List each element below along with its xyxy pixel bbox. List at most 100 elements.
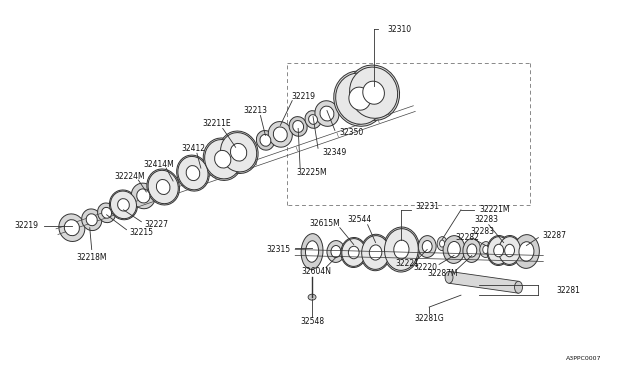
Ellipse shape [467,244,477,257]
Ellipse shape [394,240,409,259]
Text: 32412: 32412 [181,144,205,153]
Ellipse shape [301,234,323,269]
Text: 32221M: 32221M [479,205,510,214]
Text: 32315: 32315 [266,245,291,254]
Text: 32218M: 32218M [76,253,107,262]
Ellipse shape [137,189,150,203]
Ellipse shape [186,166,200,180]
Ellipse shape [147,169,179,205]
Text: 32548: 32548 [300,317,324,327]
Text: 32221: 32221 [396,259,419,268]
Ellipse shape [498,235,522,266]
Text: 32281G: 32281G [414,314,444,323]
Ellipse shape [369,245,382,260]
Ellipse shape [86,214,97,226]
Ellipse shape [273,127,287,142]
Ellipse shape [360,234,390,271]
Text: 32220: 32220 [413,263,437,272]
Ellipse shape [268,122,292,147]
Text: 32281: 32281 [556,286,580,295]
Text: 32283: 32283 [475,215,499,224]
Text: 32310: 32310 [387,25,412,34]
Text: 32287M: 32287M [428,269,458,278]
Text: 32213: 32213 [243,106,268,115]
Ellipse shape [349,67,397,118]
Text: 32349: 32349 [323,148,347,157]
Ellipse shape [308,115,317,124]
Text: 32225M: 32225M [297,168,328,177]
Ellipse shape [156,179,170,195]
Ellipse shape [422,241,432,253]
Text: 32604N: 32604N [301,267,331,276]
Ellipse shape [131,183,156,209]
Ellipse shape [333,71,386,126]
Text: 32231: 32231 [415,202,439,211]
Ellipse shape [383,227,420,272]
Ellipse shape [148,170,179,203]
Text: 32224M: 32224M [114,171,145,180]
Ellipse shape [257,131,275,150]
Ellipse shape [505,244,515,257]
Ellipse shape [335,73,384,124]
Ellipse shape [219,131,258,173]
Ellipse shape [515,281,522,293]
Ellipse shape [483,246,489,253]
Ellipse shape [487,235,511,266]
Ellipse shape [437,237,447,250]
Ellipse shape [348,246,359,259]
Text: 32414M: 32414M [144,160,175,169]
Ellipse shape [178,156,208,190]
Ellipse shape [349,87,371,110]
Text: 32215: 32215 [129,228,154,237]
Ellipse shape [97,203,116,222]
Ellipse shape [480,241,492,257]
Ellipse shape [230,144,247,161]
Text: 32227: 32227 [144,220,168,229]
Ellipse shape [111,191,136,219]
Ellipse shape [342,238,365,266]
Ellipse shape [493,244,504,257]
Ellipse shape [292,121,303,132]
Text: 32350: 32350 [340,128,364,137]
Text: A3PPC0007: A3PPC0007 [566,356,602,361]
Text: 32287: 32287 [542,231,566,240]
Ellipse shape [289,117,307,136]
Ellipse shape [64,220,79,236]
Ellipse shape [305,110,321,128]
Ellipse shape [221,132,257,172]
Ellipse shape [488,237,509,264]
Text: 32219: 32219 [14,221,38,230]
Ellipse shape [305,241,319,262]
Text: 32615M: 32615M [310,219,340,228]
Ellipse shape [109,190,138,220]
Ellipse shape [348,65,399,121]
Ellipse shape [327,241,345,262]
Text: 32282: 32282 [455,233,479,242]
Ellipse shape [362,235,390,269]
Ellipse shape [513,235,540,268]
Ellipse shape [118,199,129,211]
Text: 32219: 32219 [291,92,315,101]
Ellipse shape [463,238,481,262]
Ellipse shape [59,214,85,241]
Ellipse shape [419,235,436,257]
Ellipse shape [308,294,316,300]
Ellipse shape [519,242,534,261]
Text: 32211E: 32211E [202,119,231,128]
Ellipse shape [331,246,340,257]
Ellipse shape [260,134,271,146]
Ellipse shape [82,209,102,231]
Text: 32544: 32544 [348,215,372,224]
Ellipse shape [203,138,243,180]
Ellipse shape [341,237,367,267]
Ellipse shape [102,208,111,218]
Ellipse shape [205,140,241,179]
Ellipse shape [363,81,385,104]
Ellipse shape [447,241,460,257]
Ellipse shape [445,271,453,283]
Ellipse shape [320,106,334,121]
Ellipse shape [315,101,339,126]
Ellipse shape [177,155,209,191]
Ellipse shape [499,237,520,264]
Ellipse shape [443,235,465,263]
